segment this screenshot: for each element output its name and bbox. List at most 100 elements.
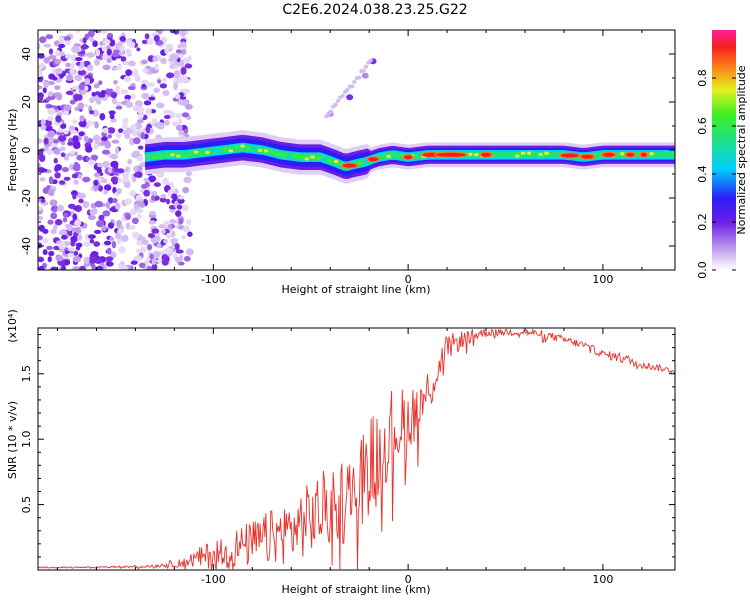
noise-point xyxy=(79,265,87,270)
side-feature-point xyxy=(349,84,355,89)
noise-point xyxy=(103,240,112,246)
ridge-spot xyxy=(152,156,158,160)
colorbar-tick-label: 0.4 xyxy=(696,165,709,183)
noise-point xyxy=(181,204,189,212)
noise-point xyxy=(131,217,139,225)
noise-point xyxy=(187,231,193,237)
noise-point xyxy=(175,112,182,119)
ridge-spot xyxy=(386,154,391,158)
noise-point xyxy=(122,171,129,180)
ridge-spot xyxy=(246,146,251,150)
spectrogram-panel: -100 0 100 -40 -20 0 20 40 Height of straight … xyxy=(6,29,676,296)
noise-point xyxy=(49,142,58,148)
noise-point xyxy=(104,141,112,149)
colorbar: 0.0 0.2 0.4 0.6 0.8 Normalized spectral ampl… xyxy=(696,30,748,279)
noise-point xyxy=(93,229,102,235)
noise-point xyxy=(177,118,183,125)
ridge-spot xyxy=(228,149,234,153)
noise-point xyxy=(166,43,174,49)
noise-point xyxy=(187,55,192,62)
noise-point xyxy=(84,103,89,108)
noise-point xyxy=(113,80,118,85)
noise-point xyxy=(87,30,95,38)
noise-point xyxy=(91,91,96,97)
noise-point xyxy=(73,250,79,256)
noise-point xyxy=(54,85,61,90)
noise-point xyxy=(146,266,153,270)
noise-point xyxy=(109,113,115,120)
noise-point xyxy=(181,75,188,80)
noise-point xyxy=(147,82,156,87)
y-tick-label: 0.5 xyxy=(20,496,33,514)
side-feature-point xyxy=(361,72,369,79)
noise-point xyxy=(67,141,74,146)
noise-point xyxy=(58,229,68,236)
noise-point xyxy=(47,80,56,86)
noise-point xyxy=(56,30,62,34)
noise-point xyxy=(151,228,160,234)
noise-point xyxy=(159,83,168,89)
noise-point xyxy=(141,83,146,88)
noise-point xyxy=(122,117,129,125)
ridge-spot xyxy=(474,153,479,157)
ridge-peak xyxy=(404,155,413,160)
noise-point xyxy=(136,119,144,124)
ridge-peak xyxy=(581,154,594,159)
noise-point xyxy=(45,96,52,102)
noise-point xyxy=(60,140,66,146)
noise-point xyxy=(180,67,187,75)
ridge-spot xyxy=(263,149,269,153)
noise-point xyxy=(86,64,94,72)
noise-point xyxy=(63,104,72,111)
noise-point xyxy=(127,85,136,91)
noise-point xyxy=(47,107,56,115)
noise-point xyxy=(148,175,157,183)
ridge-spot xyxy=(298,155,304,159)
noise-point xyxy=(162,77,167,83)
noise-point xyxy=(111,240,117,249)
noise-point xyxy=(72,256,82,263)
noise-point xyxy=(43,43,52,48)
noise-point xyxy=(76,94,83,101)
noise-point xyxy=(149,253,154,260)
noise-point xyxy=(177,261,185,266)
noise-point xyxy=(38,224,45,232)
noise-point xyxy=(112,197,118,204)
side-feature-point xyxy=(340,93,345,98)
noise-point xyxy=(157,79,162,84)
ridge-spot xyxy=(269,149,275,153)
figure-title: C2E6.2024.038.23.25.G22 xyxy=(282,2,468,18)
noise-point xyxy=(38,53,45,59)
noise-point xyxy=(110,160,119,169)
noise-point xyxy=(163,114,171,120)
noise-point xyxy=(64,40,71,46)
noise-point xyxy=(153,182,161,187)
noise-point xyxy=(77,102,85,110)
ridge-spot xyxy=(216,150,222,154)
noise-point xyxy=(71,85,80,91)
noise-point xyxy=(106,247,112,255)
side-feature-point xyxy=(346,94,354,101)
noise-point xyxy=(69,67,76,76)
y-tick-label: 0 xyxy=(20,147,33,154)
noise-point xyxy=(102,127,109,134)
noise-point xyxy=(82,37,87,44)
noise-point xyxy=(174,243,180,251)
noise-point xyxy=(97,185,104,192)
noise-point xyxy=(122,129,128,135)
noise-point xyxy=(86,52,95,58)
noise-point xyxy=(46,115,54,122)
noise-point xyxy=(103,184,112,192)
noise-point xyxy=(55,68,63,75)
noise-point xyxy=(91,264,96,270)
noise-point xyxy=(95,30,101,34)
noise-point xyxy=(115,64,122,71)
spectral-ridge xyxy=(145,130,675,184)
noise-point xyxy=(145,126,151,134)
noise-point xyxy=(78,120,87,128)
noise-point xyxy=(48,54,57,60)
noise-point xyxy=(83,135,89,143)
noise-point xyxy=(125,48,132,56)
noise-point xyxy=(95,219,105,228)
ridge-spot xyxy=(187,152,193,156)
